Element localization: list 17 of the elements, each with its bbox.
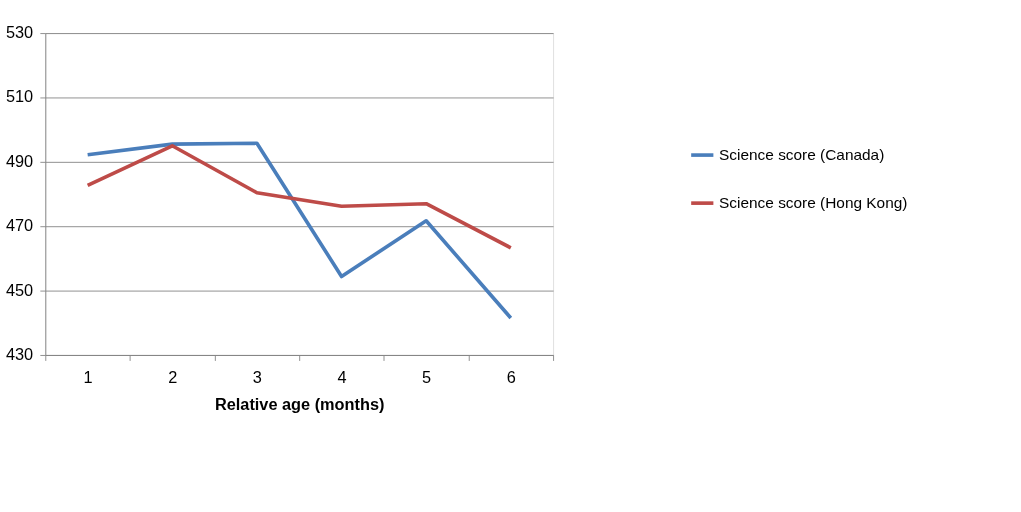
legend-label: Science score (Hong Kong) bbox=[719, 193, 908, 211]
x-tick-label: 2 bbox=[168, 367, 178, 386]
y-tick-label: 430 bbox=[5, 345, 34, 363]
y-tick-label: 510 bbox=[5, 87, 34, 106]
x-tick-label: 5 bbox=[422, 367, 432, 386]
legend-label: Science score (Canada) bbox=[719, 145, 885, 163]
x-axis-title: Relative age (months) bbox=[214, 394, 385, 413]
x-tick-label: 6 bbox=[506, 367, 516, 386]
y-tick-label: 490 bbox=[5, 151, 34, 170]
y-tick-label: 470 bbox=[5, 216, 34, 235]
line-series bbox=[85, 141, 513, 320]
y-tick-label: 450 bbox=[5, 280, 34, 299]
x-tick-label: 4 bbox=[337, 367, 347, 386]
line-series bbox=[85, 143, 513, 250]
x-tick-label: 3 bbox=[252, 367, 262, 386]
x-tick-label: 1 bbox=[83, 367, 93, 386]
y-tick-label: 530 bbox=[5, 23, 34, 42]
